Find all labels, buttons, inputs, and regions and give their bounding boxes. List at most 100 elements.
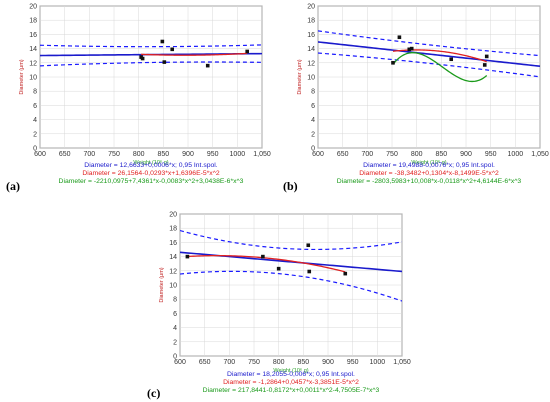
- x-tick-label: 850: [435, 151, 447, 158]
- y-tick-label: 14: [307, 46, 315, 53]
- y-tick-label: 0: [173, 354, 177, 361]
- x-tick-label: 1000: [370, 359, 386, 366]
- y-axis-label: Diameter (μm): [297, 59, 303, 94]
- regression-equation-linear: Diameter = 18,2055-0,006*x; 0,95 Int.spo…: [227, 371, 355, 378]
- x-tick-label: 900: [322, 359, 334, 366]
- y-axis-label: Diameter (μm): [159, 267, 165, 302]
- x-tick-label: 700: [223, 359, 235, 366]
- x-tick-label: 700: [83, 151, 95, 158]
- data-point: [245, 49, 249, 54]
- chart-panel-2: 600 650 700 750 800 850 900 950 1000 1,050 0 2 4 6 8 10…: [283, 4, 549, 194]
- data-point: [391, 61, 395, 65]
- y-tick-label: 2: [311, 131, 315, 138]
- x-tick-label: 950: [347, 359, 359, 366]
- x-tick-label: 750: [248, 359, 260, 366]
- confidence-band-lower: [318, 52, 540, 78]
- y-tick-label: 14: [169, 254, 177, 261]
- data-point: [185, 254, 190, 259]
- data-point: [407, 47, 412, 52]
- y-tick-label: 10: [169, 283, 177, 290]
- x-tick-label: 1000: [508, 151, 524, 158]
- y-tick-label: 12: [29, 60, 37, 67]
- panel-label: (b): [283, 179, 298, 193]
- data-point: [160, 39, 165, 44]
- x-tick-label: 950: [485, 151, 497, 158]
- x-tick-label: 1,050: [393, 359, 411, 366]
- y-tick-label: 2: [173, 339, 177, 346]
- y-tick-label: 2: [33, 131, 37, 138]
- y-axis-label: Diameter (μm): [19, 59, 25, 94]
- chart-panel-3: 600 650 700 750 800 850 900 950 1000 1,050 0 2 4 6 8 10…: [147, 212, 411, 401]
- panel-label: (c): [147, 386, 160, 400]
- quadratic-fit-curve: [187, 254, 346, 273]
- y-tick-label: 16: [169, 240, 177, 247]
- x-tick-label: 750: [386, 151, 398, 158]
- y-tick-label: 18: [169, 226, 177, 233]
- confidence-band-lower: [40, 61, 262, 67]
- cubic-fit-curve: [392, 52, 488, 83]
- y-tick-label: 18: [307, 18, 315, 25]
- quadratic-fit-curve: [141, 52, 248, 56]
- data-point: [484, 54, 489, 59]
- y-tick-label: 10: [29, 75, 37, 82]
- y-tick-label: 4: [173, 325, 177, 332]
- confidence-band-upper: [40, 44, 262, 48]
- regression-equation-linear: Diameter = 19,4988-0,0076*x; 0,95 Int.sp…: [363, 162, 495, 169]
- y-tick-label: 10: [307, 75, 315, 82]
- y-tick-label: 6: [33, 103, 37, 110]
- data-point: [343, 271, 348, 276]
- regression-equation-quadratic: Diameter = 26,1564-0,0293*x+1,6396E-5*x^…: [82, 170, 220, 177]
- x-axis-label: Weight (10⁶ g): [411, 159, 446, 166]
- y-tick-label: 6: [311, 103, 315, 110]
- y-tick-label: 6: [173, 311, 177, 318]
- data-point: [409, 46, 414, 51]
- y-tick-label: 8: [33, 89, 37, 96]
- data-point: [162, 60, 167, 64]
- confidence-band-lower: [180, 270, 402, 302]
- y-tick-label: 0: [33, 146, 37, 153]
- x-tick-label: 800: [133, 151, 145, 158]
- x-tick-label: 850: [297, 359, 309, 366]
- y-tick-label: 4: [311, 117, 315, 124]
- data-point: [170, 47, 175, 52]
- y-tick-label: 16: [307, 32, 315, 39]
- y-tick-label: 4: [33, 117, 37, 124]
- x-tick-label: 700: [361, 151, 373, 158]
- y-tick-label: 12: [307, 60, 315, 67]
- y-tick-label: 14: [29, 46, 37, 53]
- regression-equation-quadratic: Diameter = -38,3482+0,1304*x-8,1499E-5*x…: [359, 170, 499, 177]
- y-tick-label: 18: [29, 18, 37, 25]
- y-tick-label: 8: [173, 297, 177, 304]
- y-tick-label: 0: [311, 146, 315, 153]
- regression-equation-linear: Diameter = 12,6633+0,0006*x; 0,95 Int.sp…: [84, 162, 217, 169]
- x-tick-label: 650: [59, 151, 71, 158]
- data-point: [449, 57, 453, 62]
- y-tick-label: 20: [307, 4, 315, 11]
- x-tick-label: 600: [174, 359, 186, 366]
- x-tick-label: 850: [157, 151, 169, 158]
- data-point: [306, 243, 311, 248]
- x-tick-label: 900: [182, 151, 194, 158]
- x-tick-label: 750: [108, 151, 120, 158]
- data-point: [482, 63, 487, 67]
- regression-equation-cubic: Diameter = -2803,5983+10,008*x-0,0118*x^…: [337, 178, 522, 185]
- x-tick-label: 1,050: [253, 151, 271, 158]
- regression-equation-cubic: Diameter = 217,8441-0,8172*x+0,0011*x^2-…: [203, 387, 380, 394]
- confidence-band-upper: [318, 30, 540, 57]
- chart-panel-1: 600 650 700 750 800 850 900 950 1000 1,050 0 2 4 6 8 10…: [6, 4, 271, 194]
- regression-equation-quadratic: Diameter = -1,2864+0,0457*x-3,3851E-5*x^…: [223, 379, 359, 386]
- x-tick-label: 650: [337, 151, 349, 158]
- x-tick-label: 950: [207, 151, 219, 158]
- x-tick-label: 1000: [230, 151, 246, 158]
- data-point: [397, 35, 402, 40]
- x-axis-label: Weight (10⁶ g): [273, 367, 308, 374]
- data-point: [276, 266, 281, 271]
- x-tick-label: 800: [273, 359, 285, 366]
- regression-equation-cubic: Diameter = -2210,0975+7,4361*x-0,0083*x^…: [59, 178, 244, 185]
- linear-fit-line: [318, 41, 540, 68]
- y-tick-label: 20: [29, 4, 37, 11]
- panel-label: (a): [6, 179, 20, 193]
- confidence-band-upper: [180, 229, 402, 251]
- data-point: [140, 56, 145, 61]
